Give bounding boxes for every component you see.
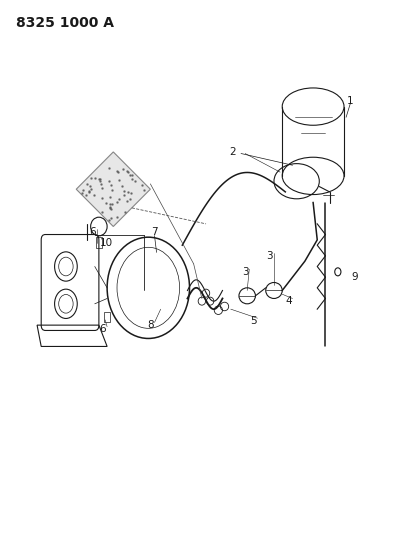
Text: 6: 6 — [89, 227, 96, 237]
Text: 3: 3 — [242, 267, 248, 277]
Bar — [104, 312, 110, 322]
Text: 2: 2 — [229, 147, 236, 157]
Text: 1: 1 — [347, 96, 353, 106]
Text: 8325 1000 A: 8325 1000 A — [16, 16, 115, 30]
Text: 10: 10 — [99, 238, 112, 247]
Text: 3: 3 — [267, 251, 273, 261]
Text: 7: 7 — [151, 227, 158, 237]
Text: 4: 4 — [285, 296, 292, 306]
Bar — [96, 237, 102, 248]
Text: 5: 5 — [250, 316, 257, 326]
Text: 8: 8 — [147, 320, 154, 330]
Polygon shape — [76, 152, 150, 227]
Text: 6: 6 — [100, 325, 106, 334]
Text: 9: 9 — [351, 272, 358, 282]
